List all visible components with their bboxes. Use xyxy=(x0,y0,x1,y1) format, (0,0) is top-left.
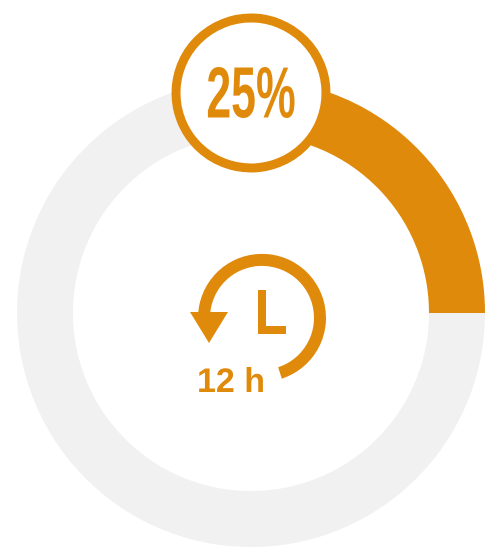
badge-circle xyxy=(171,13,331,173)
badge-label: 25% xyxy=(206,53,295,134)
clock-hand xyxy=(258,290,286,334)
duration-label: 12 h xyxy=(197,362,265,400)
clock-arc xyxy=(197,253,326,379)
clock-icon: 12 h xyxy=(190,253,326,400)
clock-arrow xyxy=(190,312,228,343)
ring-group: 25% xyxy=(17,13,485,547)
